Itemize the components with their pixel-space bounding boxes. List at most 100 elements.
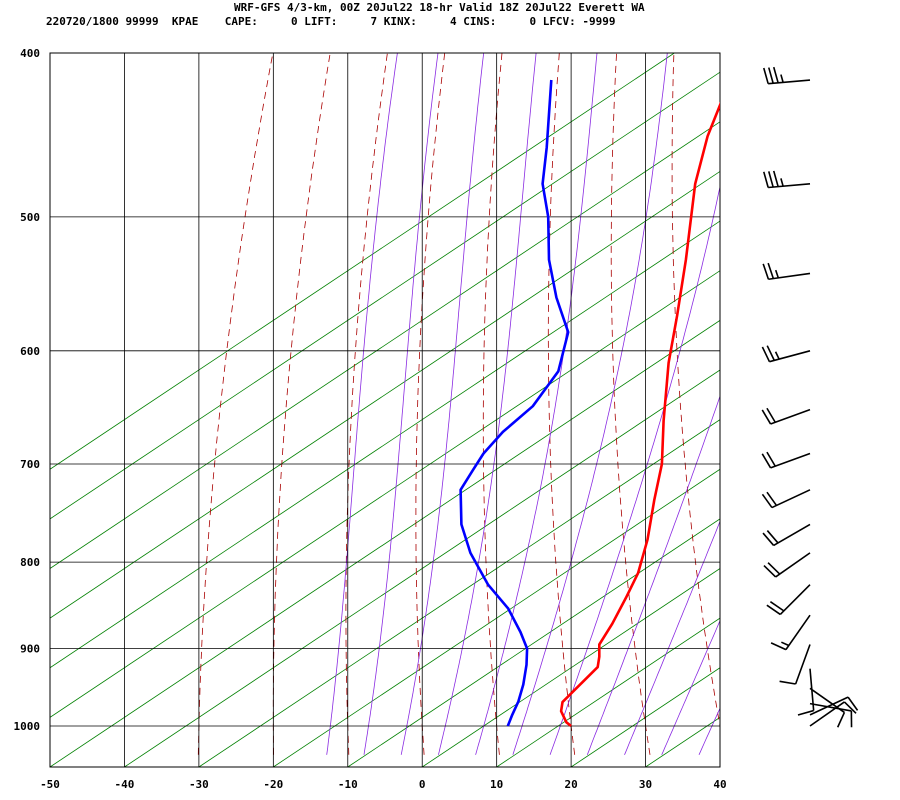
wind-barb [809,702,853,728]
barb-staff [794,644,811,685]
skew-line [50,121,720,569]
wind-barb [809,696,859,716]
wind-barb [766,584,811,616]
x-tick-label: -50 [40,778,60,791]
x-tick-label: 20 [564,778,577,791]
moist-adiabat [475,53,598,755]
barb-feather [763,67,769,84]
dewpoint-profile [459,79,570,727]
dry-adiabat [197,53,274,755]
temperature-profile [559,101,720,728]
x-tick-label: 30 [639,778,652,791]
skew-line [645,716,720,767]
barb-staff [785,614,811,651]
x-tick-label: -10 [338,778,358,791]
y-tick-label: 800 [20,556,40,569]
barb-staff [770,452,811,469]
skew-line [50,319,720,767]
station-indices-line: 220720/1800 99999 KPAE CAPE: 0 LIFT: 7 K… [46,15,616,28]
moist-adiabat [624,520,720,755]
barb-feather [772,66,779,84]
x-tick-label: 0 [419,778,426,791]
background-lines [50,53,900,767]
dry-adiabat [788,53,875,755]
wind-barb [761,407,811,425]
barb-half-feather [774,269,780,279]
barb-feather [766,604,781,616]
skew-line [50,53,675,470]
barb-staff [768,79,811,85]
barb-feather [766,530,779,544]
dry-adiabat [272,53,331,755]
moist-adiabat [698,707,720,755]
skew-line [50,220,720,669]
wind-barb [762,523,811,547]
barb-feather [767,562,781,575]
wind-barb [763,66,811,85]
barb-staff [779,584,811,615]
barb-half-feather [780,178,784,187]
barb-feather [767,171,774,188]
y-tick-label: 600 [20,345,40,358]
dry-adiabat [415,53,446,755]
barb-staff [768,272,811,281]
wind-barb [779,644,811,685]
barb-feather [761,453,772,469]
barb-feather [766,451,776,467]
wind-barb [761,489,811,509]
skew-line [50,71,720,520]
moist-adiabat [661,619,720,755]
x-tick-label: -40 [115,778,135,791]
barb-feather [761,493,773,509]
barb-feather [763,171,769,188]
dry-adiabat [482,53,503,755]
axis-ticks: -50 -40 -30 -20 -10 0 10 20 30 40 400 500 600 700 800 9… [14,47,727,791]
y-tick-label: 500 [20,211,40,224]
barb-feather [767,67,774,84]
wind-barbs [761,66,859,728]
barb-feather [843,701,857,714]
barb-staff [773,523,811,547]
barb-feather [761,409,772,425]
moist-adiabat [586,394,720,755]
barb-feather [761,346,771,363]
barb-feather [772,170,779,187]
barb-feather [766,345,775,361]
wind-barb [763,170,811,189]
x-tick-label: 10 [490,778,503,791]
skew-line [273,468,720,767]
profiles [459,79,720,728]
wind-barb [763,552,811,578]
moist-adiabat [438,53,537,755]
wind-barb [809,701,857,727]
barb-staff [809,696,849,716]
dry-adiabat [846,53,900,755]
moist-adiabat [512,53,668,755]
barb-feather [763,564,777,578]
barb-feather [762,263,770,280]
skew-line [570,667,720,767]
chart-title: WRF-GFS 4/3-km, 00Z 20Jul22 18-hr Valid … [234,1,645,14]
y-tick-label: 1000 [14,720,41,733]
dry-adiabat [345,53,388,755]
barb-feather [769,601,785,612]
barb-feather [766,407,776,423]
wind-barb [761,451,811,469]
barb-feather [836,712,846,728]
x-tick-label: -30 [189,778,209,791]
skew-line [50,270,720,718]
wind-barb [809,687,846,728]
moist-adiabat [363,53,439,755]
skew-line [496,617,720,767]
barb-half-feather [780,74,784,83]
dry-adiabat [671,53,720,729]
wind-barb [797,668,815,716]
wind-barb [762,262,811,281]
barb-half-feather [774,351,780,360]
dry-adiabat [547,53,576,755]
y-tick-label: 400 [20,47,40,60]
skew-line [124,369,720,767]
wind-barb [761,345,811,363]
moist-adiabat [400,53,485,755]
